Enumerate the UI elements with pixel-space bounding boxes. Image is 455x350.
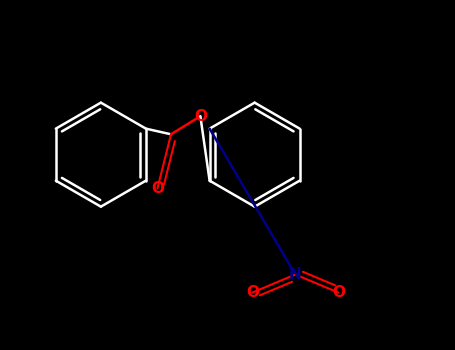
Text: N: N bbox=[289, 267, 302, 282]
Text: O: O bbox=[151, 181, 164, 196]
Text: O: O bbox=[246, 285, 259, 300]
Text: O: O bbox=[194, 109, 207, 124]
Text: O: O bbox=[332, 285, 345, 300]
